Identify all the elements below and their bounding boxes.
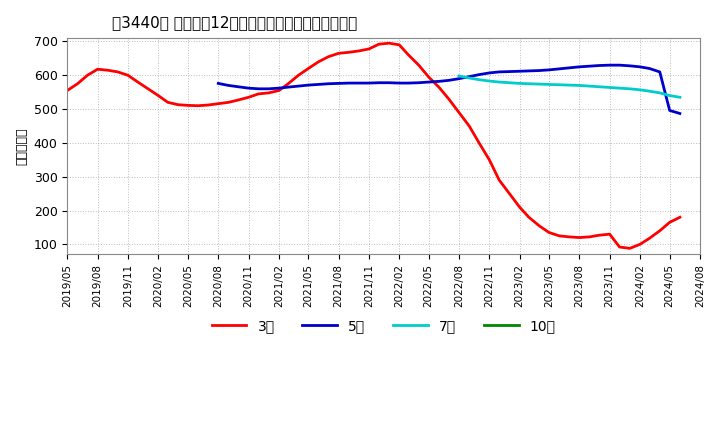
Line: 7年: 7年	[459, 76, 680, 97]
Line: 5年: 5年	[218, 65, 680, 114]
Text: ［3440］ 経常利益12か月移動合計の標準偏差の推移: ［3440］ 経常利益12か月移動合計の標準偏差の推移	[112, 15, 357, 30]
Y-axis label: （百万円）: （百万円）	[15, 128, 28, 165]
Line: 3年: 3年	[67, 43, 680, 248]
Legend: 3年, 5年, 7年, 10年: 3年, 5年, 7年, 10年	[206, 313, 561, 338]
